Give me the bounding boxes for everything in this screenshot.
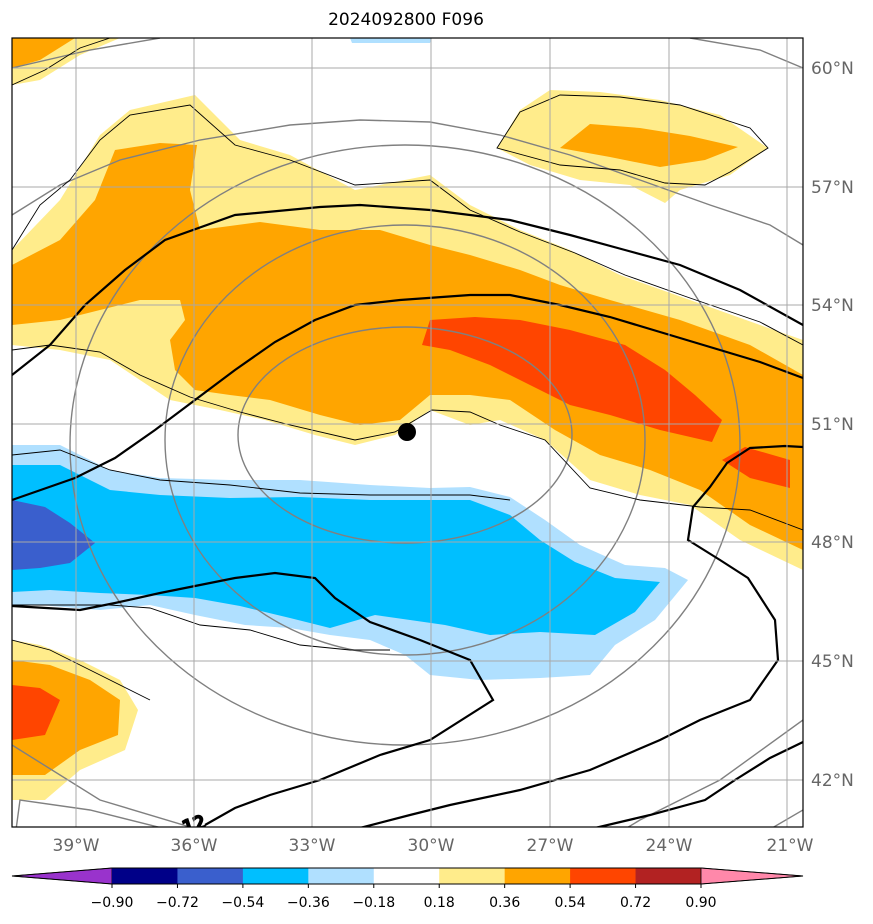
anomaly-fill-royal-blue [12, 500, 95, 570]
anomaly-fill-orange-nw [12, 38, 75, 68]
map-frame [11, 37, 804, 828]
latitude-labels: 60°N 57°N 54°N 51°N 48°N 45°N 42°N [811, 59, 854, 791]
gray-contours [12, 38, 803, 827]
anomaly-fill-red-e [722, 447, 790, 488]
lon-label: 33°W [289, 836, 336, 856]
negative-anomaly-fill [12, 38, 688, 680]
lon-label: 24°W [646, 836, 693, 856]
thin-black-contours [12, 38, 803, 701]
colorbar-tick-label: 0.36 [489, 895, 520, 911]
anomaly-fill-orange [12, 143, 803, 550]
colorbar: −0.90 −0.72 −0.54 −0.36 −0.18 0.18 0.36 0.54 0.7… [11, 867, 804, 911]
colorbar-segment [635, 868, 702, 884]
colorbar-tick-label: −0.36 [287, 895, 330, 911]
colorbar-tick-label: −0.90 [91, 895, 134, 911]
colorbar-extend-high [700, 867, 804, 885]
plot-title: 2024092800 F096 [328, 10, 484, 30]
anomaly-fill-orange-ne [560, 124, 738, 167]
lat-label: 51°N [811, 415, 854, 435]
anomaly-fill-sky-blue [12, 465, 660, 635]
lon-label: 21°W [767, 836, 814, 856]
lon-label: 39°W [53, 836, 100, 856]
colorbar-tick-label: −0.54 [221, 895, 264, 911]
lat-label: 42°N [811, 771, 854, 791]
colorbar-segment [504, 868, 571, 884]
colorbar-segment [242, 868, 309, 884]
lat-label: 57°N [811, 178, 854, 198]
lon-label: 36°W [171, 836, 218, 856]
location-marker [398, 423, 416, 441]
colorbar-segment [439, 868, 506, 884]
colorbar-segment [177, 868, 244, 884]
colorbar-extend-low [11, 867, 113, 885]
longitude-labels: 39°W 36°W 33°W 30°W 27°W 24°W 21°W [53, 836, 814, 856]
colorbar-tick-label: 0.90 [685, 895, 716, 911]
colorbar-segment [373, 868, 440, 884]
map-gridlines [12, 38, 803, 827]
colorbar-tick-label: 0.54 [555, 895, 586, 911]
colorbar-segment [308, 868, 375, 884]
map-plot-area: 12 [12, 38, 803, 827]
colorbar-tick-label: 0.72 [620, 895, 651, 911]
lat-label: 45°N [811, 652, 854, 672]
lon-label: 27°W [527, 836, 574, 856]
colorbar-segment [570, 868, 637, 884]
lat-label: 54°N [811, 296, 854, 316]
lat-label: 48°N [811, 533, 854, 553]
anomaly-fill-red [422, 317, 722, 442]
lon-label: 30°W [408, 836, 455, 856]
lat-label: 60°N [811, 59, 854, 79]
positive-anomaly-fill [12, 38, 803, 800]
colorbar-tick-label: −0.18 [352, 895, 395, 911]
anomaly-fill-red-sw [12, 685, 60, 740]
anomaly-fill-light-blue-top [350, 38, 432, 43]
colorbar-tick-label: 0.18 [424, 895, 455, 911]
colorbar-tick-label: −0.72 [156, 895, 199, 911]
colorbar-segment [112, 868, 178, 884]
